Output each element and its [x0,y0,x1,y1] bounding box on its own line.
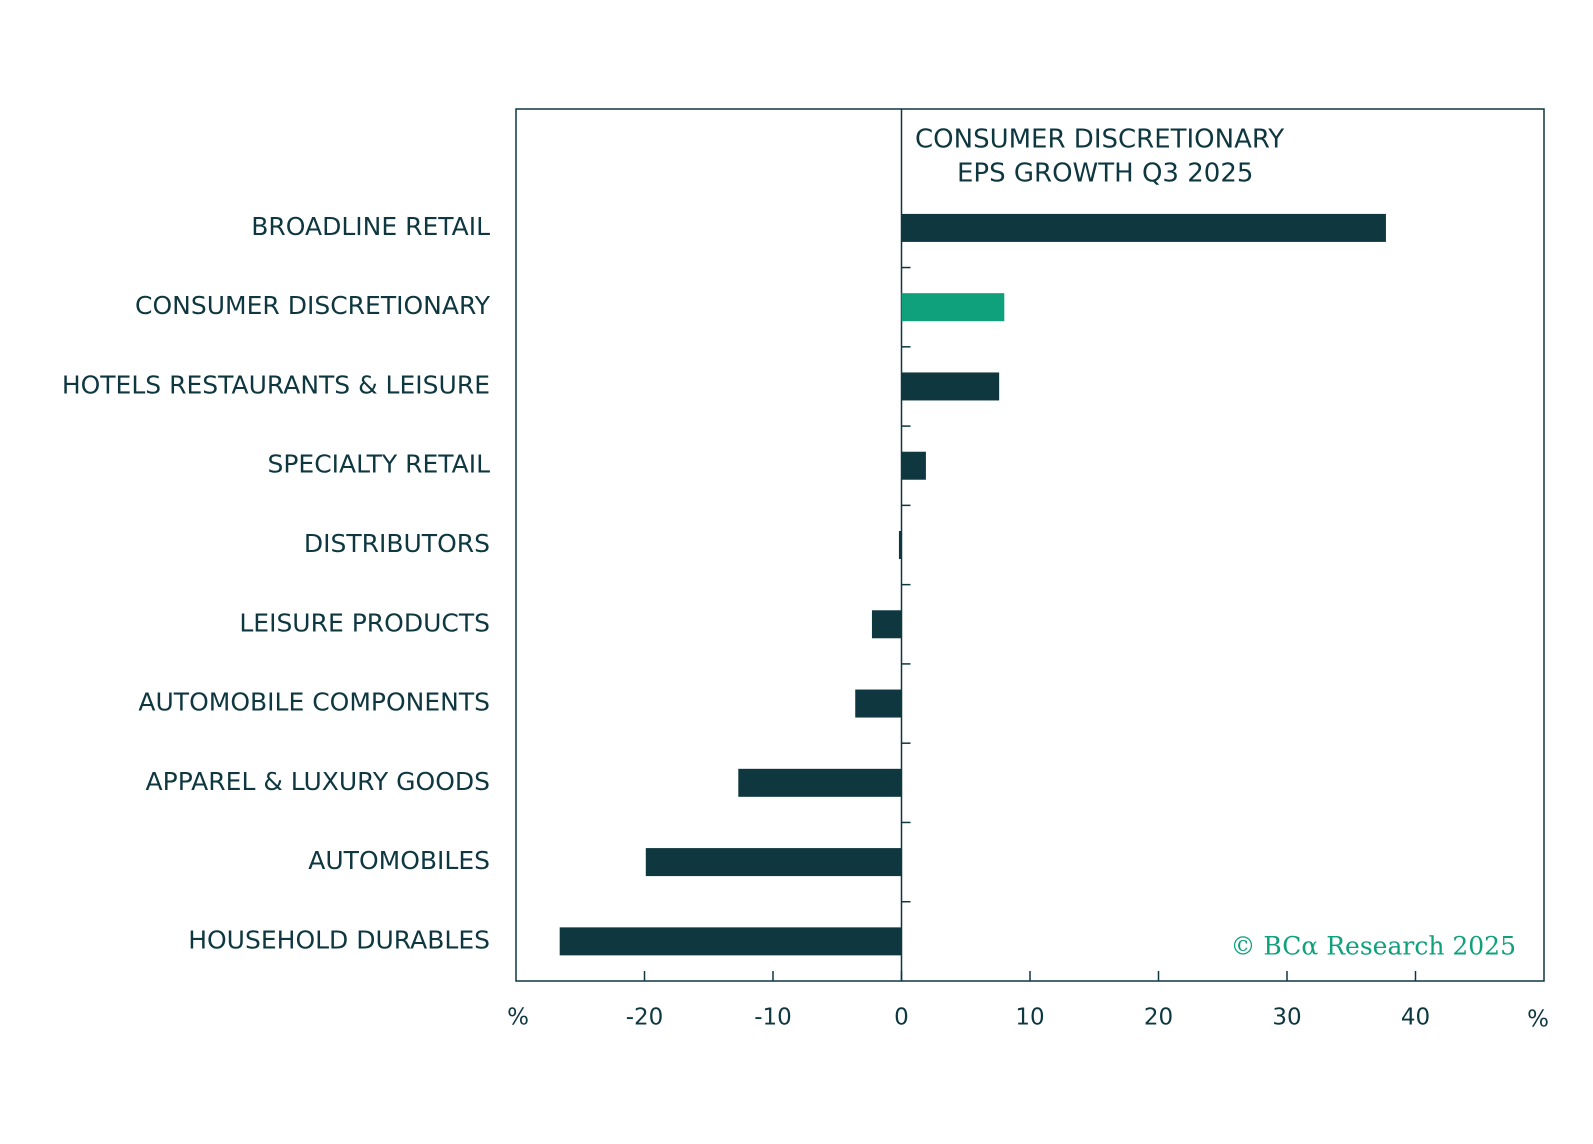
x-unit-label: % [1527,1007,1549,1033]
chart-title: CONSUMER DISCRETIONARY [915,125,1284,155]
y-tick-label: AUTOMOBILE COMPONENTS [138,688,490,717]
x-tick-label: 20 [1144,1005,1173,1031]
y-tick-label: LEISURE PRODUCTS [239,608,490,637]
bar [901,213,1386,242]
bar [901,293,1005,322]
bar [871,610,902,639]
y-tick-label: HOTELS RESTAURANTS & LEISURE [62,370,490,399]
bar [898,531,902,559]
y-tick-label: CONSUMER DISCRETIONARY [135,291,491,320]
y-tick-label: BROADLINE RETAIL [251,212,490,241]
y-tick-label: AUTOMOBILES [308,846,490,875]
chart-title: EPS GROWTH Q3 2025 [957,159,1253,189]
y-tick-label: SPECIALTY RETAIL [267,450,490,479]
y-tick-label: HOUSEHOLD DURABLES [188,925,490,954]
x-tick-label: -20 [626,1005,664,1031]
x-tick-label: 10 [1015,1005,1044,1031]
x-unit-label: % [507,1005,529,1031]
bar [559,927,902,956]
bar [645,848,902,877]
x-tick-label: 0 [894,1005,909,1031]
x-tick-label: 30 [1272,1005,1301,1031]
x-tick-label: 40 [1401,1005,1430,1031]
bar [855,689,902,718]
y-tick-label: DISTRIBUTORS [304,529,490,558]
source: © BCα Research 2025 [1230,932,1516,961]
bar [901,451,926,480]
bar [901,372,1000,401]
x-tick-label: -10 [754,1005,792,1031]
bar [738,768,902,797]
y-tick-label: APPAREL & LUXURY GOODS [146,767,490,796]
